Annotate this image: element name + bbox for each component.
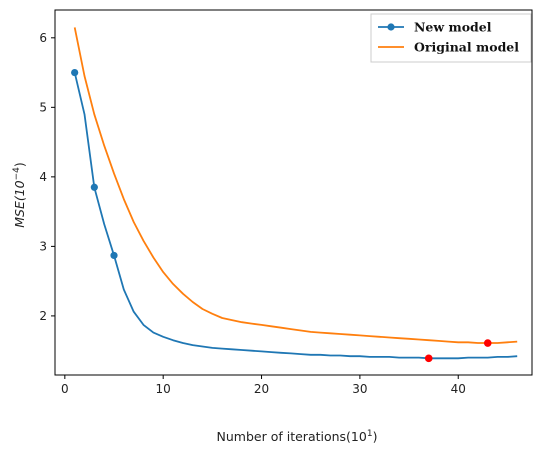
legend-label-new-model: New model [414,20,492,35]
axes-frame [54,9,533,376]
highlight-point-0 [424,354,433,363]
y-tick-label-6: 6 [39,31,47,45]
axis-ticks: 0 10 20 30 40 2 3 4 5 6 [39,31,466,396]
series-0-marker-2 [110,251,118,260]
x-axis-label: Number of iterations(101) [217,429,378,444]
x-tick-label-40: 40 [451,382,466,396]
legend-box [370,13,532,63]
y-tick-label-3: 3 [39,239,47,253]
legend-marker-new-model [387,23,395,31]
x-tick-label-30: 30 [352,382,367,396]
y-tick-label-2: 2 [39,309,47,323]
series-0-marker-1 [90,183,98,191]
y-tick-label-4: 4 [39,170,47,184]
legend-label-original-model: Original model [414,40,519,55]
series-line-1 [73,27,518,344]
x-tick-label-20: 20 [254,382,269,396]
x-tick-label-0: 0 [61,382,69,396]
y-axis-label: MSE(10−4) [12,162,27,228]
plot-area [71,27,518,363]
series-line-0 [73,72,518,360]
y-tick-label-5: 5 [39,100,47,114]
legend: New model Original model [370,13,532,63]
highlight-point-1 [483,339,492,347]
x-tick-label-10: 10 [156,382,171,396]
series-0-marker-0 [71,68,79,77]
